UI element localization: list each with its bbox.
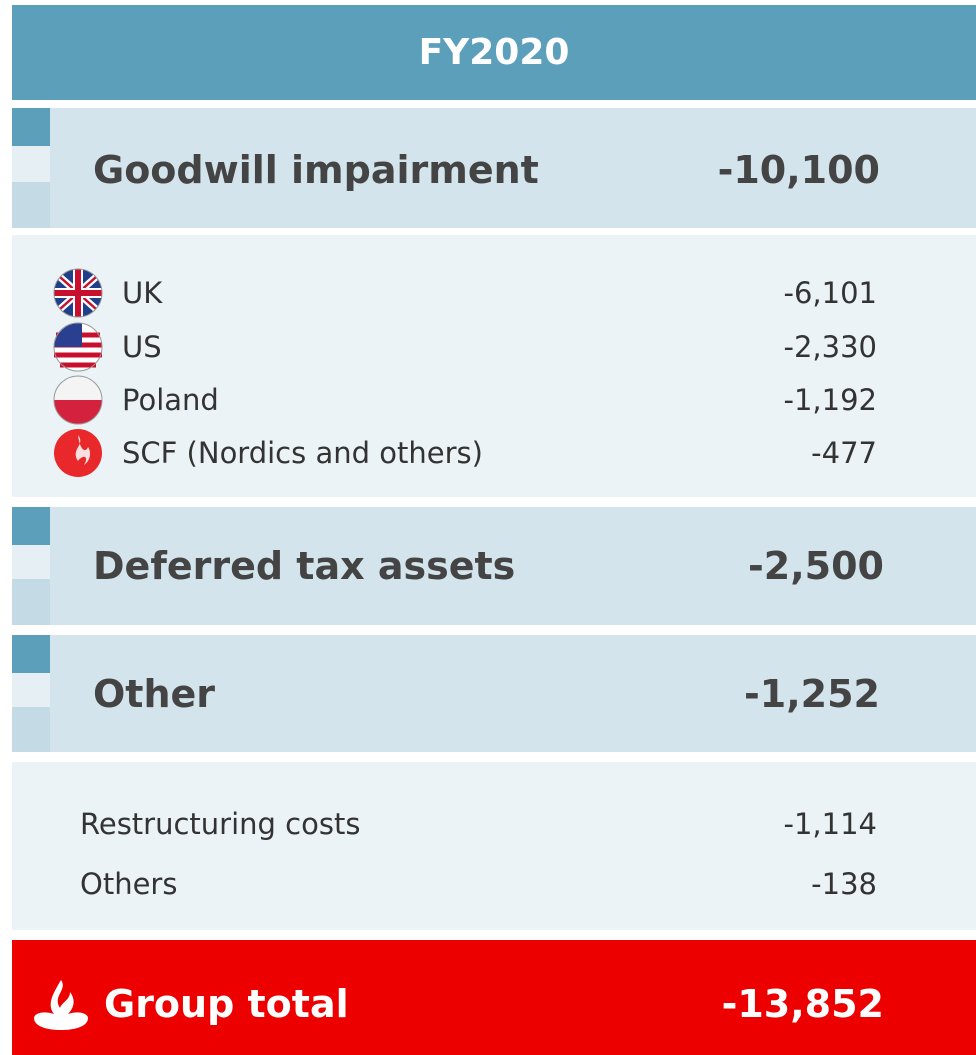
item-label: US <box>122 330 162 364</box>
section-value: -1,252 <box>744 672 880 716</box>
accent <box>12 673 50 707</box>
section-label: Deferred tax assets <box>93 544 516 588</box>
accent <box>12 182 50 228</box>
item-label: Restructuring costs <box>80 807 361 841</box>
section-value: -10,100 <box>717 148 880 192</box>
accent <box>12 545 50 579</box>
logo <box>34 980 88 1030</box>
accent <box>12 707 50 752</box>
item-value: -1,192 <box>783 383 878 417</box>
flags <box>53 268 103 477</box>
item-value: -2,330 <box>783 330 878 364</box>
section-band <box>12 507 976 625</box>
accent <box>12 108 50 146</box>
flag-us <box>53 322 103 372</box>
header: FY2020 <box>12 5 976 100</box>
section-label: Goodwill impairment <box>93 148 539 192</box>
item-label: Others <box>80 867 178 901</box>
section-band <box>12 635 976 752</box>
item-label: UK <box>122 276 163 310</box>
accent <box>12 635 50 673</box>
item-value: -477 <box>811 436 877 470</box>
item-label: Poland <box>122 383 219 417</box>
flag-poland <box>53 375 103 425</box>
flag-uk <box>53 268 103 318</box>
section-band <box>12 108 976 228</box>
detail-box <box>12 235 976 497</box>
header-title: FY2020 <box>418 32 570 73</box>
accent <box>12 579 50 625</box>
detail-box <box>12 762 976 930</box>
section-label: Other <box>93 672 216 716</box>
total-band <box>12 940 976 1055</box>
item-label: SCF (Nordics and others) <box>122 436 483 470</box>
item-value: -6,101 <box>783 276 878 310</box>
item-value: -138 <box>811 867 877 901</box>
item-value: -1,114 <box>783 807 878 841</box>
total-label: Group total <box>104 982 349 1026</box>
flag-scf <box>54 429 102 477</box>
section-value: -2,500 <box>748 544 884 588</box>
accent <box>12 146 50 182</box>
total-value: -13,852 <box>721 982 884 1026</box>
accent <box>12 507 50 545</box>
